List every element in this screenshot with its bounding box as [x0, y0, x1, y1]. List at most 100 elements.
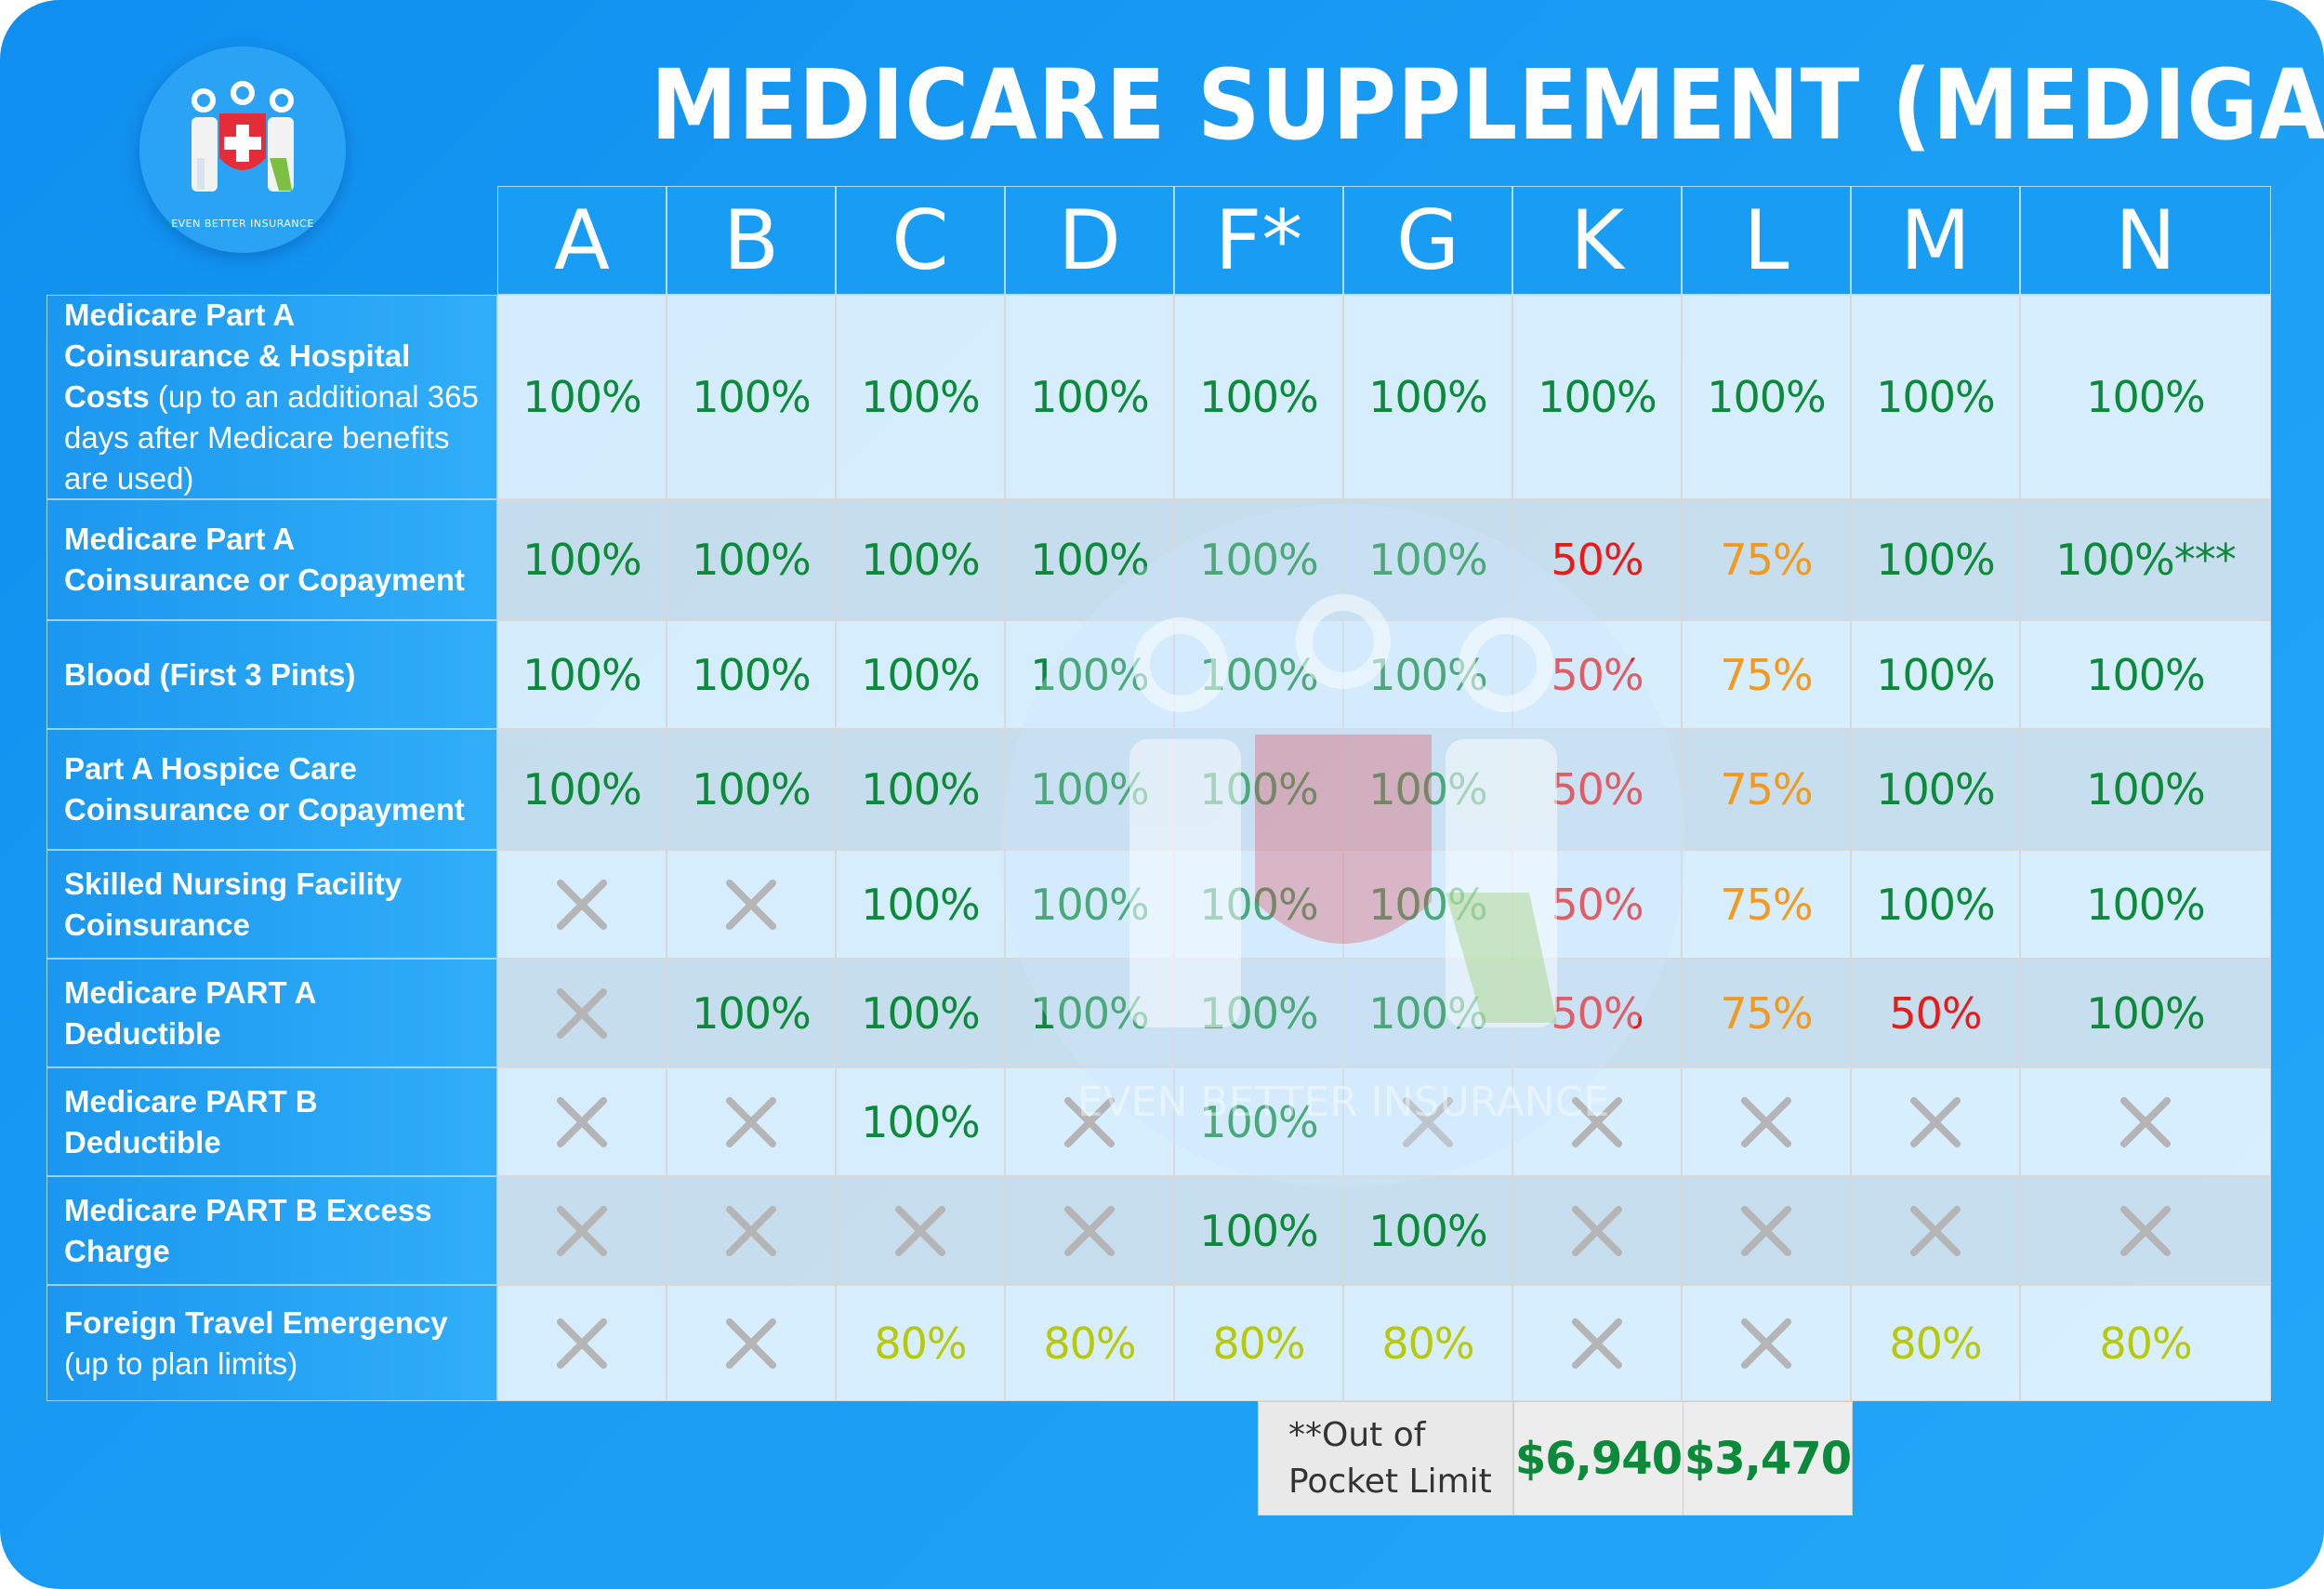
- cross-icon: [1063, 1096, 1116, 1147]
- coverage-value: 100%: [1368, 372, 1488, 422]
- table-cell: 100%: [1343, 1176, 1512, 1285]
- row-label-bold: Medicare PART B Excess Charge: [64, 1192, 432, 1268]
- not-covered-cross-icon: [1343, 1067, 1512, 1176]
- table-cell: 100%: [2020, 620, 2271, 729]
- row-label-text: Medicare PART B Excess Charge: [64, 1190, 480, 1272]
- coverage-value: 100%: [1876, 535, 1996, 585]
- row-label: Medicare PART B Excess Charge: [46, 1176, 497, 1285]
- cross-icon: [1740, 1318, 1792, 1369]
- table-cell: 100%: [1343, 850, 1512, 959]
- table-cell: 75%: [1682, 729, 1851, 850]
- coverage-value: 100%: [1030, 535, 1150, 585]
- coverage-value: 100%: [1199, 535, 1319, 585]
- table-cell: 100%: [836, 620, 1005, 729]
- coverage-value: 100%: [1199, 649, 1319, 700]
- not-covered-cross-icon: [667, 850, 836, 959]
- coverage-value: 100%: [692, 764, 812, 814]
- table-cell: 100%: [836, 499, 1005, 620]
- logo: EVEN BETTER INSURANCE: [139, 46, 346, 253]
- coverage-value: 100%: [692, 649, 812, 700]
- table-cell: 100%: [1174, 1067, 1343, 1176]
- table-cell: 50%: [1512, 729, 1682, 850]
- coverage-value: 100%: [1368, 987, 1488, 1039]
- cross-icon: [556, 987, 608, 1039]
- table-cell: 75%: [1682, 959, 1851, 1067]
- not-covered-cross-icon: [1512, 1176, 1682, 1285]
- row-label-text: Medicare Part A Coinsurance & Hospital C…: [64, 295, 480, 499]
- coverage-value: 100%: [2086, 764, 2206, 814]
- row-label-bold: Medicare Part A Coinsurance & Hospital C…: [64, 298, 411, 414]
- row-label-text: Medicare PART A Deductible: [64, 973, 480, 1054]
- row-label-rest: (up to an additional 365 days after Medi…: [64, 379, 479, 496]
- cross-icon: [1402, 1096, 1454, 1147]
- table-cell: 100%: [1174, 959, 1343, 1067]
- not-covered-cross-icon: [667, 1176, 836, 1285]
- coverage-value: 100%: [861, 535, 981, 585]
- table-cell: 100%: [667, 620, 836, 729]
- coverage-value: 100%: [2086, 987, 2206, 1039]
- table-corner: [46, 186, 497, 295]
- table-cell: 100%: [1343, 499, 1512, 620]
- row-label: Medicare Part A Coinsurance or Copayment: [46, 499, 497, 620]
- coverage-value: 100%: [522, 649, 642, 700]
- table-cell: 100%: [836, 295, 1005, 499]
- coverage-value: 100%: [1876, 764, 1996, 814]
- table-cell: 100%: [2020, 850, 2271, 959]
- table-cell: 50%: [1512, 850, 1682, 959]
- coverage-value: 100%: [1876, 649, 1996, 700]
- row-label-text: Foreign Travel Emergency (up to plan lim…: [64, 1303, 480, 1384]
- people-shield-icon: [191, 81, 294, 192]
- cross-icon: [2119, 1205, 2172, 1256]
- plan-header-k: K: [1512, 186, 1682, 295]
- coverage-value: 100%: [1368, 649, 1488, 700]
- coverage-value: 100%: [861, 372, 981, 422]
- not-covered-cross-icon: [1682, 1285, 1851, 1401]
- table-cell: 100%: [1851, 295, 2020, 499]
- coverage-value: 50%: [1551, 987, 1644, 1039]
- not-covered-cross-icon: [497, 959, 667, 1067]
- table-cell: 80%: [1005, 1285, 1174, 1401]
- row-label-bold: Skilled Nursing Facility Coinsurance: [64, 866, 403, 942]
- table-cell: 100%: [1005, 295, 1174, 499]
- table-cell: 100%: [836, 850, 1005, 959]
- table-cell: 100%: [1174, 850, 1343, 959]
- coverage-value: 100%: [1876, 372, 1996, 422]
- row-label-text: Part A Hospice Care Coinsurance or Copay…: [64, 748, 480, 830]
- not-covered-cross-icon: [497, 1285, 667, 1401]
- coverage-value: 50%: [1551, 535, 1644, 585]
- not-covered-cross-icon: [1005, 1176, 1174, 1285]
- coverage-value: 100%: [692, 987, 812, 1039]
- row-label: Foreign Travel Emergency (up to plan lim…: [46, 1285, 497, 1401]
- coverage-value: 100%: [1030, 764, 1150, 814]
- row-label-rest: (up to plan limits): [64, 1345, 298, 1381]
- not-covered-cross-icon: [1682, 1067, 1851, 1176]
- row-label: Skilled Nursing Facility Coinsurance: [46, 850, 497, 959]
- table-cell: 80%: [836, 1285, 1005, 1401]
- row-label-text: Medicare PART B Deductible: [64, 1081, 480, 1163]
- not-covered-cross-icon: [836, 1176, 1005, 1285]
- table-cell: 100%: [836, 1067, 1005, 1176]
- table-cell: 80%: [1174, 1285, 1343, 1401]
- cross-icon: [1909, 1205, 1961, 1256]
- plans-table: A B C D F* G K L M N Medicare Part A Coinsurance &…: [46, 186, 2271, 1401]
- table-cell: 100%: [497, 295, 667, 499]
- coverage-value: 100%: [861, 1096, 981, 1147]
- not-covered-cross-icon: [667, 1285, 836, 1401]
- not-covered-cross-icon: [1512, 1285, 1682, 1401]
- plan-header-a: A: [497, 186, 667, 295]
- table-cell: 100%: [1851, 620, 2020, 729]
- coverage-value: 100%: [1707, 372, 1827, 422]
- table-cell: 75%: [1682, 499, 1851, 620]
- coverage-value: 100%: [2086, 879, 2206, 930]
- coverage-value: 80%: [1381, 1318, 1474, 1369]
- not-covered-cross-icon: [497, 1067, 667, 1176]
- table-cell: 100%: [497, 620, 667, 729]
- coverage-value: 100%: [861, 987, 981, 1039]
- cross-icon: [1571, 1096, 1623, 1147]
- table-cell: 100%: [1174, 1176, 1343, 1285]
- table-cell: 100%: [1343, 729, 1512, 850]
- coverage-value: 100%: [1368, 764, 1488, 814]
- table-cell: 50%: [1512, 959, 1682, 1067]
- coverage-value: 75%: [1720, 987, 1813, 1039]
